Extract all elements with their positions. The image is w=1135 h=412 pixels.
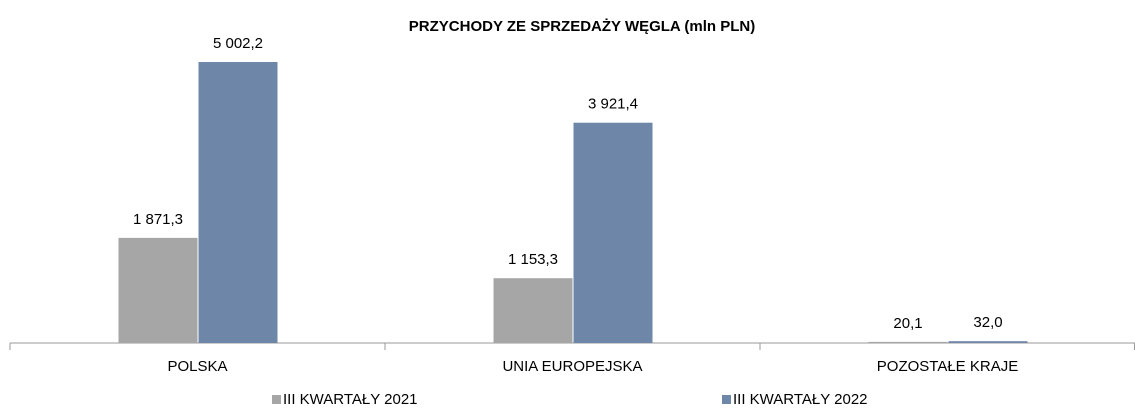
bar xyxy=(868,341,948,343)
data-label: 5 002,2 xyxy=(213,35,263,52)
x-tick-label: UNIA EUROPEJSKA xyxy=(502,358,642,375)
legend-label: III KWARTAŁY 2022 xyxy=(733,391,868,408)
data-label: 3 921,4 xyxy=(588,96,638,113)
legend-swatch xyxy=(272,395,281,404)
x-tick-label: POLSKA xyxy=(167,358,227,375)
data-label: 1 871,3 xyxy=(133,211,183,228)
x-tick-label: POZOSTAŁE KRAJE xyxy=(877,358,1018,375)
legend-label: III KWARTAŁY 2021 xyxy=(283,391,418,408)
legend-swatch xyxy=(722,395,731,404)
data-label: 32,0 xyxy=(973,314,1002,331)
bar xyxy=(118,237,198,343)
bar xyxy=(948,341,1028,343)
chart-title: PRZYCHODY ZE SPRZEDAŻY WĘGLA (mln PLN) xyxy=(409,18,755,35)
bar xyxy=(198,62,278,343)
bar xyxy=(493,278,573,343)
data-label: 20,1 xyxy=(893,315,922,332)
bar xyxy=(573,122,653,343)
data-label: 1 153,3 xyxy=(508,251,558,268)
